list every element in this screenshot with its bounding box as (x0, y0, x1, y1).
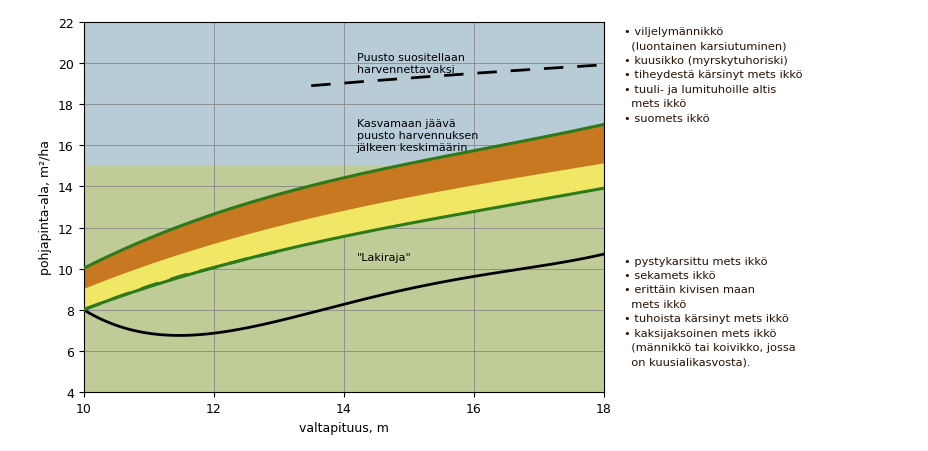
Text: Kasvamaan jäävä
puusto harvennuksen
jälkeen keskimäärin: Kasvamaan jäävä puusto harvennuksen jälk… (356, 119, 478, 152)
Text: Puusto suositellaan
harvennettavaksi: Puusto suositellaan harvennettavaksi (356, 53, 464, 75)
Bar (84, 23, 603, 166)
Text: • pystykarsittu mets ikkö
• sekamets ikkö
• erittäin kivisen maan
  mets ikkö
• : • pystykarsittu mets ikkö • sekamets ikk… (624, 256, 794, 367)
Bar (84, 166, 603, 392)
X-axis label: valtapituus, m: valtapituus, m (299, 421, 388, 433)
Y-axis label: pohjapinta-ala, m²/ha: pohjapinta-ala, m²/ha (39, 140, 52, 275)
Text: "Lakiraja": "Lakiraja" (356, 253, 411, 262)
Text: • viljelymännikkö
  (luontainen karsiutuminen)
• kuusikko (myrskytuhoriski)
• ti: • viljelymännikkö (luontainen karsiutumi… (624, 27, 802, 123)
